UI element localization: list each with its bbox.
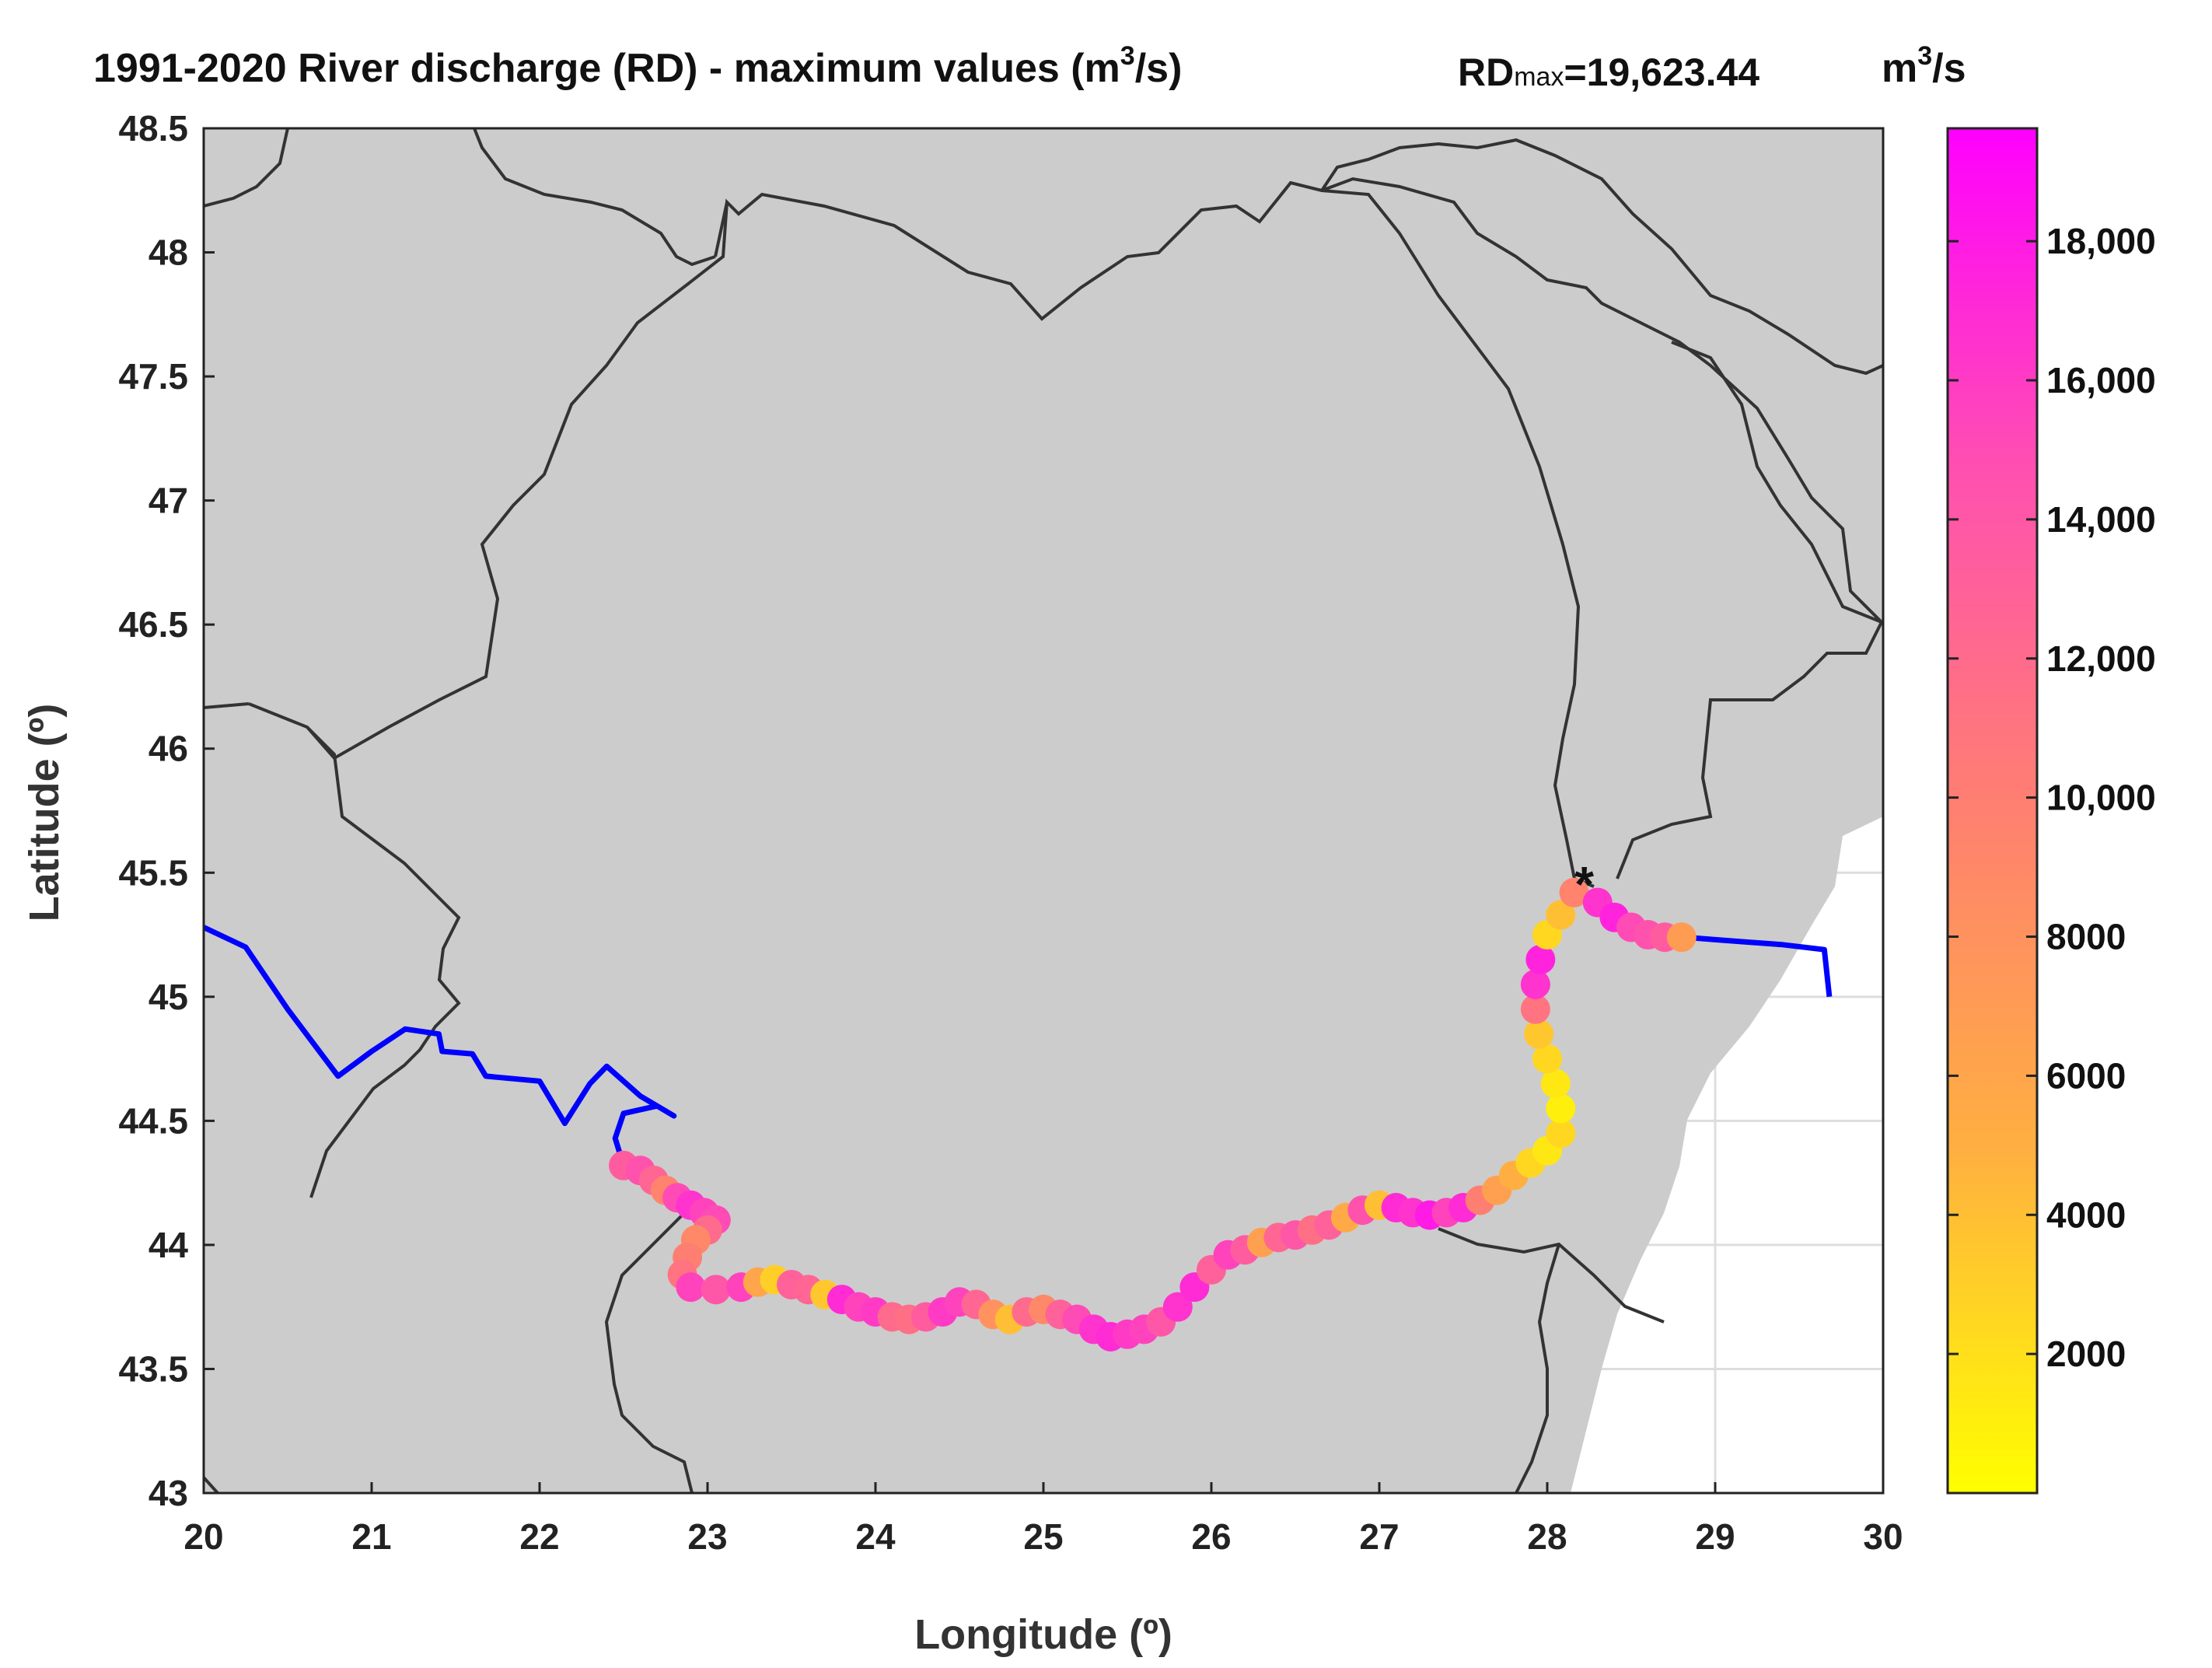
y-axis-label: Latitude (º): [21, 704, 68, 922]
discharge-point-70: [1525, 944, 1556, 974]
cbar-tick-label-3: 8000: [2046, 917, 2126, 957]
figure-title: 1991-2020 River discharge (RD) - maximum…: [93, 41, 1182, 91]
y-tick-label-7: 46.5: [118, 604, 188, 645]
border-hungary: [204, 128, 729, 267]
y-tick-label-10: 48: [149, 233, 188, 273]
border-bulgaria-west: [604, 1212, 694, 1493]
unit-end: /s: [1932, 46, 1966, 91]
discharge-points: [609, 877, 1697, 1352]
y-tick-label-6: 46: [149, 729, 188, 769]
discharge-point-68: [1520, 994, 1550, 1024]
x-tick-label-4: 24: [855, 1516, 896, 1557]
observation-marker-symbol: *: [1574, 856, 1594, 912]
discharge-point-65: [1540, 1068, 1571, 1099]
border-dobruja: [1438, 1227, 1665, 1324]
x-tick-label-6: 26: [1191, 1516, 1231, 1557]
border-romania: [248, 180, 1595, 888]
discharge-point-40: [1162, 1292, 1193, 1322]
colorbar: 2000 4000 6000 8000 10,000 12,000 14,000 16,000…: [1946, 127, 2156, 1495]
y-tick-label-11: 48.5: [118, 108, 188, 149]
colorbar-gradient: [1946, 127, 2039, 1495]
rd-prefix: RD: [1458, 51, 1514, 94]
cbar-tick-label-2: 6000: [2046, 1055, 2126, 1096]
unit-sup: 3: [1917, 41, 1932, 71]
cbar-tick-label-5: 12,000: [2046, 638, 2156, 679]
y-tick-label-9: 47.5: [118, 356, 188, 397]
x-tick-label-0: 20: [183, 1516, 223, 1557]
cbar-tick-label-1: 4000: [2046, 1194, 2126, 1235]
country-borders: [204, 128, 1883, 1493]
y-tick-label-8: 47: [149, 481, 188, 521]
rd-sub: max: [1514, 62, 1564, 92]
border-serbia: [204, 702, 461, 1198]
discharge-point-13: [701, 1275, 731, 1305]
x-tick-label-3: 23: [687, 1516, 727, 1557]
y-tick-label-1: 43.5: [118, 1348, 188, 1389]
title-end: /s): [1135, 46, 1183, 91]
river-line-upstream: [204, 925, 677, 1166]
x-tick-label-8: 28: [1527, 1516, 1567, 1557]
discharge-point-67: [1524, 1019, 1554, 1049]
river-lines: [204, 925, 1833, 1166]
y-tick-label-2: 44: [149, 1225, 189, 1265]
x-axis-label: Longitude (º): [914, 1611, 1172, 1658]
x-tick-label-10: 30: [1863, 1516, 1903, 1557]
rd-max-label: RDmax=19,623.44: [1458, 51, 1759, 94]
x-tick-label-9: 29: [1695, 1516, 1735, 1557]
title-main: 1991-2020 River discharge (RD) - maximum…: [93, 46, 1120, 91]
x-tick-label-1: 21: [351, 1516, 391, 1557]
discharge-point-72: [1546, 900, 1576, 930]
unit-base: m: [1882, 46, 1917, 91]
cbar-tick-label-4: 10,000: [2046, 778, 2156, 818]
discharge-point-12: [676, 1272, 706, 1303]
discharge-point-63: [1546, 1118, 1576, 1149]
discharge-point-69: [1520, 969, 1550, 999]
y-tick-label-3: 44.5: [118, 1100, 188, 1141]
colorbar-ticks: 2000 4000 6000 8000 10,000 12,000 14,000 16,000…: [1948, 221, 2156, 1374]
x-tick-label-2: 22: [519, 1516, 559, 1557]
title-sup: 3: [1120, 41, 1135, 71]
border-ukraine-north: [1320, 138, 1883, 376]
y-tick-label-0: 43: [149, 1473, 188, 1513]
x-tick-label-5: 25: [1023, 1516, 1063, 1557]
rd-value: =19,623.44: [1564, 51, 1759, 94]
border-moldova: [1321, 177, 1883, 624]
cbar-tick-label-6: 14,000: [2046, 499, 2156, 540]
border-bulgaria-south: [204, 1243, 1560, 1493]
x-axis-ticks: 20 21 22 23 24 25 26 27 28 29 30: [183, 1482, 1903, 1557]
observation-marker: *: [1574, 856, 1594, 912]
discharge-point-79: [1666, 922, 1697, 953]
y-axis-ticks: 43 43.5 44 44.5 45 45.5 46 46.5 47 47.5 48 48.5: [118, 108, 215, 1513]
discharge-point-64: [1546, 1093, 1576, 1124]
y-tick-label-4: 45: [149, 977, 188, 1017]
map-area: *: [204, 128, 1883, 1493]
cbar-tick-label-8: 18,000: [2046, 221, 2156, 261]
x-tick-label-7: 27: [1359, 1516, 1399, 1557]
river-line-downstream: [1684, 934, 1833, 998]
cbar-tick-label-0: 2000: [2046, 1334, 2126, 1374]
colorbar-unit: m3/s: [1882, 41, 1966, 91]
cbar-tick-label-7: 16,000: [2046, 360, 2156, 400]
discharge-point-73: [1559, 877, 1589, 907]
discharge-point-66: [1532, 1044, 1562, 1074]
y-tick-label-5: 45.5: [118, 852, 188, 893]
border-ukraine-east: [1616, 341, 1883, 879]
